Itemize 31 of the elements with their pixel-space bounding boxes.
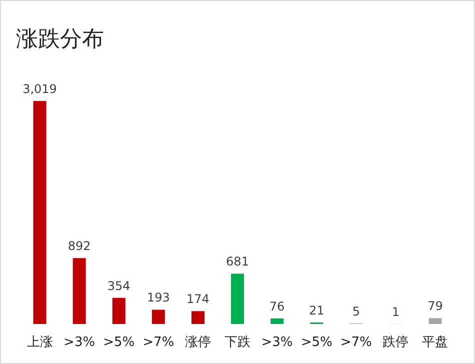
data-label: 76	[269, 299, 285, 314]
bar	[270, 318, 284, 324]
data-label: 1	[392, 304, 400, 319]
data-label: 5	[352, 304, 360, 319]
data-label: 681	[226, 254, 249, 269]
data-label: 79	[428, 299, 443, 314]
bar	[231, 274, 244, 324]
x-tick-label: 跌停	[382, 335, 409, 350]
data-label: 21	[308, 303, 324, 318]
bar	[152, 310, 165, 324]
bar	[428, 318, 442, 324]
x-tick-label: 下跌	[224, 335, 250, 350]
data-label: 174	[186, 292, 210, 306]
x-tick-label: >3%	[261, 335, 293, 350]
x-tick-label: 上涨	[26, 335, 53, 350]
x-tick-label: >5%	[300, 335, 332, 350]
x-tick-label: >5%	[103, 335, 135, 350]
data-label: 892	[68, 239, 91, 254]
x-tick-label: >7%	[340, 335, 372, 350]
data-label: 193	[146, 290, 170, 305]
bar	[72, 258, 86, 324]
x-tick-label: >3%	[64, 335, 96, 350]
data-label: 3,019	[22, 82, 57, 96]
bar	[112, 298, 126, 324]
x-tick-label: >7%	[142, 335, 174, 350]
chart-title: 涨跌分布	[16, 27, 104, 52]
x-tick-label: 平盘	[422, 335, 448, 350]
bar	[191, 311, 204, 324]
bar	[33, 101, 46, 324]
x-tick-label: 涨停	[184, 335, 211, 350]
data-label: 354	[107, 278, 130, 293]
